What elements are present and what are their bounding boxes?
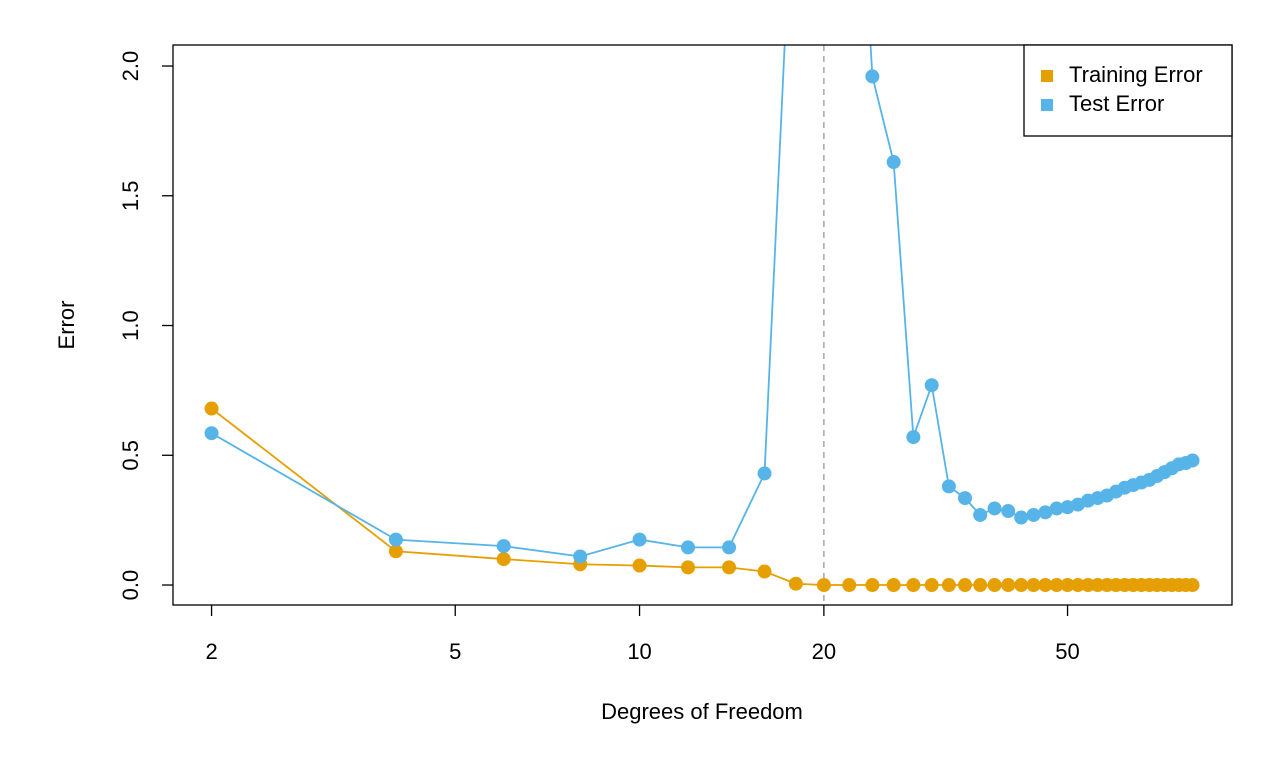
data-point: [865, 578, 880, 593]
x-tick-label: 5: [449, 639, 461, 664]
data-point: [1038, 578, 1053, 593]
data-point: [1014, 578, 1029, 593]
data-point: [1014, 510, 1029, 525]
data-point: [957, 578, 972, 593]
data-point: [941, 578, 956, 593]
data-point: [1049, 501, 1064, 516]
legend-label: Test Error: [1069, 91, 1164, 116]
legend-box: [1023, 44, 1233, 137]
x-tick-label: 2: [205, 639, 217, 664]
data-point: [842, 578, 857, 593]
data-point: [973, 578, 988, 593]
data-point: [906, 430, 921, 445]
data-point: [1026, 578, 1041, 593]
series-line: [211, 407, 1193, 586]
data-point: [722, 560, 737, 575]
data-point: [388, 544, 403, 559]
data-point: [722, 540, 737, 555]
data-point: [757, 466, 772, 481]
data-point: [496, 539, 511, 554]
data-point: [906, 578, 921, 593]
data-point: [681, 560, 696, 575]
data-point: [1001, 578, 1016, 593]
data-point: [941, 479, 956, 494]
data-point: [388, 532, 403, 547]
data-point: [1060, 578, 1075, 593]
x-tick-label: 20: [812, 639, 836, 664]
legend-label: Training Error: [1069, 62, 1203, 87]
data-point: [204, 401, 219, 416]
x-tick-label: 10: [627, 639, 651, 664]
legend-swatch: [1041, 99, 1053, 111]
data-point: [788, 576, 803, 591]
data-point: [632, 558, 647, 573]
y-tick-label: 2.0: [118, 51, 143, 82]
y-tick-label: 0.0: [118, 570, 143, 601]
y-tick-label: 0.5: [118, 440, 143, 471]
data-point: [1001, 504, 1016, 519]
data-point: [496, 552, 511, 567]
x-axis-title: Degrees of Freedom: [601, 699, 803, 724]
data-point: [886, 155, 901, 170]
data-point: [757, 564, 772, 579]
data-point: [1185, 453, 1200, 468]
data-point: [924, 378, 939, 393]
legend-swatch: [1041, 70, 1053, 82]
data-point: [204, 426, 219, 441]
data-point: [1038, 505, 1053, 520]
y-axis-title: Error: [54, 301, 79, 350]
data-point: [632, 532, 647, 547]
data-point: [973, 507, 988, 522]
data-point: [924, 578, 939, 593]
x-tick-label: 50: [1055, 639, 1079, 664]
data-point: [1081, 578, 1096, 593]
data-point: [886, 578, 901, 593]
data-point: [957, 491, 972, 506]
data-point: [573, 549, 588, 564]
data-point: [987, 501, 1002, 516]
plot-area: [204, 45, 1200, 593]
data-point: [1026, 507, 1041, 522]
data-point: [681, 540, 696, 555]
y-tick-label: 1.0: [118, 310, 143, 341]
data-point: [1185, 578, 1200, 593]
data-point: [816, 578, 831, 593]
data-point: [1049, 578, 1064, 593]
data-point: [987, 578, 1002, 593]
data-point: [865, 69, 880, 84]
plot-frame: [172, 44, 1233, 606]
y-tick-label: 1.5: [118, 180, 143, 211]
data-point: [1070, 578, 1085, 593]
